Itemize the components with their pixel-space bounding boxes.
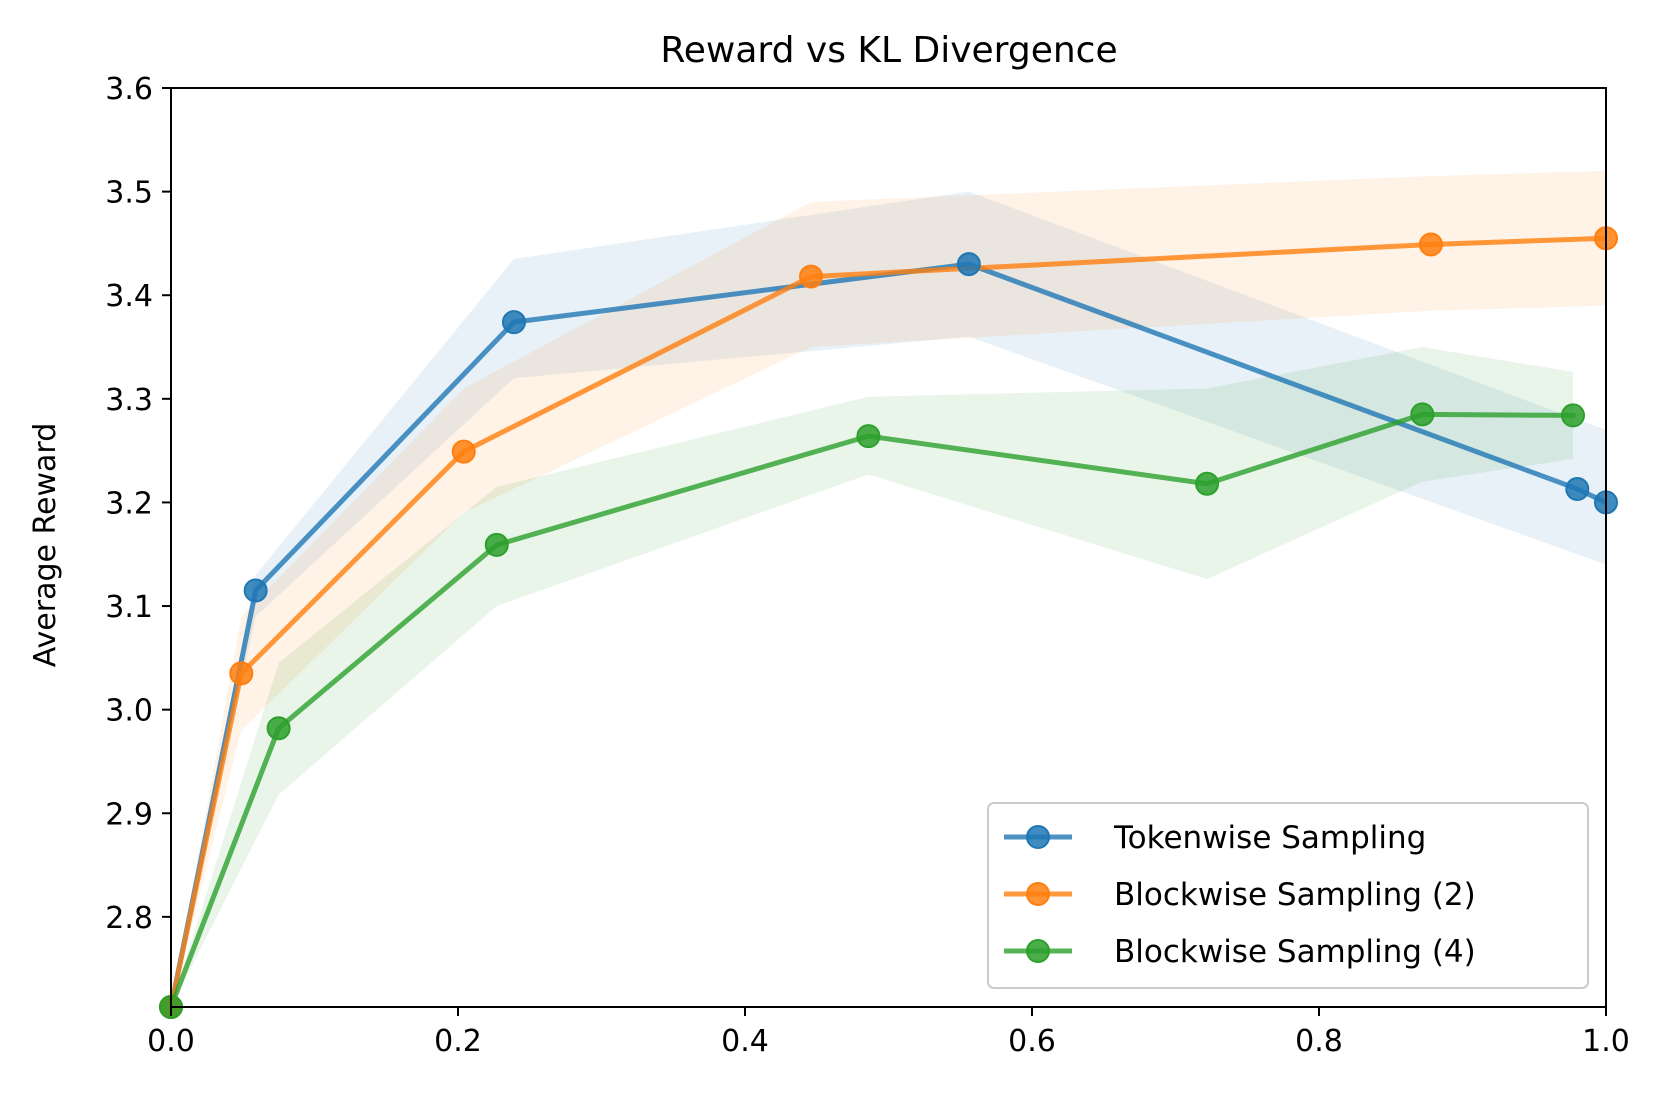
blockwise-sampling-2-line bbox=[171, 235, 1606, 1007]
y-tick-label: 3.0 bbox=[105, 694, 153, 729]
blockwise-sampling-2-band bbox=[171, 170, 1606, 1007]
blockwise-sampling-4-point bbox=[1195, 471, 1220, 496]
y-tick-label: 2.8 bbox=[105, 901, 153, 936]
tokenwise-sampling-legend-marker bbox=[1026, 825, 1050, 849]
blockwise-sampling-2-point bbox=[799, 264, 824, 289]
x-tick-label: 0.2 bbox=[434, 1024, 482, 1059]
x-tick-label: 1.0 bbox=[1582, 1024, 1630, 1059]
confidence-bands bbox=[171, 170, 1606, 1007]
blockwise-sampling-2-point bbox=[451, 439, 476, 464]
chart-title: Reward vs KL Divergence bbox=[660, 30, 1117, 71]
series-markers bbox=[159, 226, 1618, 1019]
blockwise-sampling-2-point bbox=[1418, 232, 1443, 257]
blockwise-sampling-2-legend-label: Blockwise Sampling (2) bbox=[1114, 877, 1476, 913]
y-tick-label: 3.4 bbox=[105, 279, 153, 314]
blockwise-sampling-4-point bbox=[1560, 403, 1585, 428]
blockwise-sampling-2-legend-marker bbox=[1026, 882, 1050, 906]
legend: Tokenwise Sampling Blockwise Sampling (2)… bbox=[987, 802, 1589, 989]
y-tick-label: 3.5 bbox=[105, 176, 153, 211]
x-tick-label: 0.8 bbox=[1295, 1024, 1343, 1059]
y-tick-label: 2.9 bbox=[105, 797, 153, 832]
tokenwise-sampling-point bbox=[956, 252, 981, 277]
y-tick-label: 3.3 bbox=[105, 383, 153, 418]
plot-frame bbox=[170, 87, 1607, 1008]
legend-box bbox=[987, 802, 1589, 989]
axes: 0.0 0.2 0.4 0.6 0.8 1.0 2.8 2.9 3.0 3.1 3.2 3.3 3.4 3… bbox=[105, 72, 1630, 1059]
y-tick-label: 3.2 bbox=[105, 486, 153, 521]
blockwise-sampling-4-point bbox=[484, 532, 509, 557]
blockwise-sampling-4-legend-label: Blockwise Sampling (4) bbox=[1114, 934, 1476, 970]
tokenwise-sampling-point bbox=[501, 310, 526, 335]
tokenwise-sampling-point bbox=[1565, 476, 1590, 501]
tokenwise-sampling-legend-label: Tokenwise Sampling bbox=[1113, 820, 1426, 856]
y-tick-label: 3.1 bbox=[105, 590, 153, 625]
blockwise-sampling-4-band bbox=[171, 347, 1573, 1007]
y-axis-title: Average Reward bbox=[28, 423, 63, 667]
blockwise-sampling-2-point bbox=[229, 661, 254, 686]
blockwise-sampling-4-point bbox=[1410, 402, 1435, 427]
tokenwise-sampling-point bbox=[243, 578, 268, 603]
y-tick-label: 3.6 bbox=[105, 72, 153, 107]
blockwise-sampling-4-legend-marker bbox=[1026, 939, 1050, 963]
blockwise-sampling-4-point bbox=[856, 424, 881, 449]
x-tick-label: 0.4 bbox=[721, 1024, 769, 1059]
x-tick-label: 0.6 bbox=[1008, 1024, 1056, 1059]
x-tick-label: 0.0 bbox=[147, 1024, 195, 1059]
tokenwise-sampling-band bbox=[171, 191, 1606, 1007]
blockwise-sampling-4-point bbox=[266, 716, 291, 741]
